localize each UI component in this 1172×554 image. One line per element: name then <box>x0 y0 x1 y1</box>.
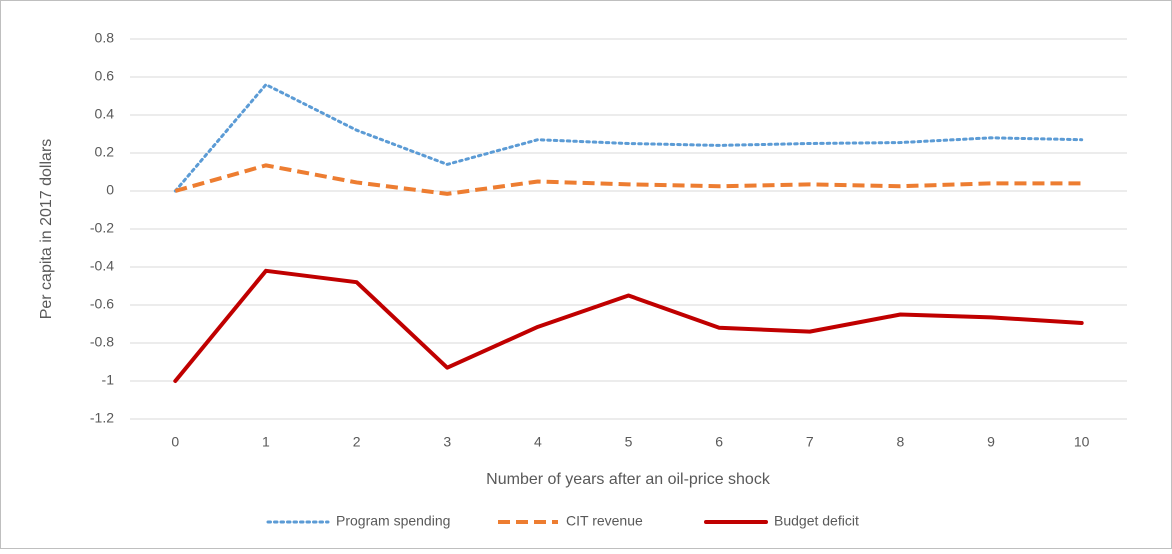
y-tick-label: 0.2 <box>95 144 115 160</box>
y-tick-label: 0.6 <box>95 68 115 84</box>
y-tick-label: -1.2 <box>90 410 114 426</box>
x-tick-label: 5 <box>625 434 633 450</box>
y-tick-label: -0.2 <box>90 220 114 236</box>
data-line <box>173 83 1084 193</box>
y-tick-label: -1 <box>102 372 115 388</box>
x-tick-label: 1 <box>262 434 270 450</box>
x-axis-label: Number of years after an oil-price shock <box>486 471 771 488</box>
legend-label: CIT revenue <box>566 513 643 529</box>
x-tick-label: 8 <box>897 434 905 450</box>
y-tick-label: 0 <box>106 182 114 198</box>
legend-label: Program spending <box>336 513 450 529</box>
y-tick-label: -0.8 <box>90 334 114 350</box>
y-tick-label: -0.6 <box>90 296 114 312</box>
x-tick-label: 0 <box>171 434 179 450</box>
y-tick-label: 0.8 <box>95 30 115 46</box>
x-tick-label: 7 <box>806 434 814 450</box>
data-line <box>173 268 1084 383</box>
data-line <box>174 163 1082 196</box>
x-tick-label: 10 <box>1074 434 1090 450</box>
y-tick-label: -0.4 <box>90 258 114 274</box>
x-tick-label: 3 <box>443 434 451 450</box>
x-tick-label: 6 <box>715 434 723 450</box>
legend-label: Budget deficit <box>774 513 859 529</box>
x-tick-label: 4 <box>534 434 542 450</box>
x-tick-label: 2 <box>353 434 361 450</box>
x-tick-label: 9 <box>987 434 995 450</box>
y-tick-label: 0.4 <box>95 106 115 122</box>
y-axis-label: Per capita in 2017 dollars <box>38 139 55 320</box>
